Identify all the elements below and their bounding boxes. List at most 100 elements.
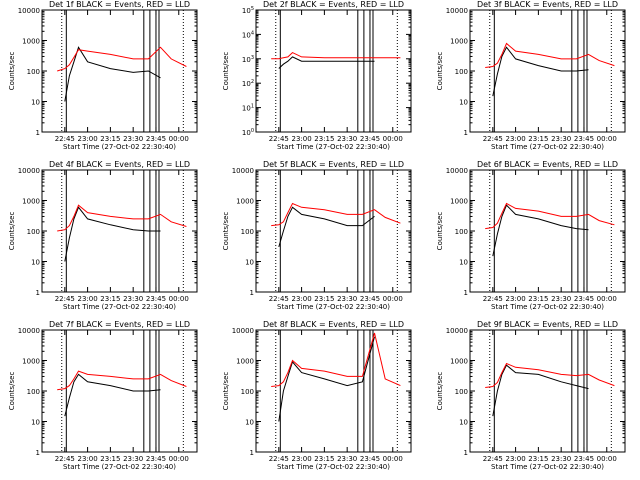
panel-1: Det 1f BLACK = Events, RED = LLD 1 10 100 10… xyxy=(8,0,198,151)
y-tick-exponent: 3 xyxy=(251,55,254,61)
panel-title: Det 8f BLACK = Events, RED = LLD xyxy=(263,320,404,329)
x-tick-label: 23:45 xyxy=(360,295,380,303)
x-tick-label: 00:00 xyxy=(597,135,617,143)
x-tick-label: 22:45 xyxy=(269,455,289,463)
panel-6: Det 6f BLACK = Events, RED = LLD 1 10 100 10… xyxy=(436,160,626,311)
x-tick-label: 00:00 xyxy=(169,135,189,143)
x-tick-label: 23:00 xyxy=(505,295,525,303)
x-tick-label: 23:15 xyxy=(314,135,334,143)
y-tick-base: 10 xyxy=(242,7,251,15)
y-axis-label: Counts/sec xyxy=(436,372,444,411)
panel-9: Det 9f BLACK = Events, RED = LLD 1 10 100 10… xyxy=(436,320,626,471)
y-tick-base: 10 xyxy=(242,56,251,64)
y-tick-label: 10 xyxy=(31,419,40,427)
x-tick-label: 22:45 xyxy=(55,135,75,143)
x-tick-label: 23:30 xyxy=(337,295,357,303)
x-tick-label: 23:15 xyxy=(314,455,334,463)
y-tick-label: 10 xyxy=(459,99,468,107)
x-tick-label: 23:30 xyxy=(123,295,143,303)
x-tick-label: 23:45 xyxy=(574,295,594,303)
lld-series-line xyxy=(485,202,615,230)
events-series-line xyxy=(278,336,375,422)
x-axis-label: Start Time (27-Oct-02 22:30:40) xyxy=(63,463,176,471)
x-tick-label: 00:00 xyxy=(597,455,617,463)
panel-2: Det 2f BLACK = Events, RED = LLD10010110… xyxy=(222,0,412,151)
x-tick-label: 23:00 xyxy=(77,455,97,463)
events-series-line xyxy=(64,373,161,417)
panel-title: Det 3f BLACK = Events, RED = LLD xyxy=(477,0,618,9)
x-tick-label: 00:00 xyxy=(169,295,189,303)
x-tick-label: 22:45 xyxy=(55,295,75,303)
events-series-line xyxy=(492,46,589,97)
x-axis-label: Start Time (27-Oct-02 22:30:40) xyxy=(277,463,390,471)
y-tick-label: 100 xyxy=(27,228,40,236)
panel-title: Det 4f BLACK = Events, RED = LLD xyxy=(49,160,190,169)
y-axis-label: Counts/sec xyxy=(8,372,16,411)
y-tick-label: 10000 xyxy=(446,327,468,335)
x-tick-label: 23:15 xyxy=(100,135,120,143)
lld-series-line xyxy=(57,204,187,232)
panel-title: Det 6f BLACK = Events, RED = LLD xyxy=(477,160,618,169)
x-tick-label: 22:45 xyxy=(483,455,503,463)
x-tick-label: 23:30 xyxy=(337,455,357,463)
y-tick-label: 100 xyxy=(27,68,40,76)
y-tick-label: 100 xyxy=(241,388,254,396)
y-tick-label: 1 xyxy=(36,289,40,297)
x-tick-label: 23:45 xyxy=(146,455,166,463)
x-tick-label: 23:30 xyxy=(123,135,143,143)
x-tick-label: 22:45 xyxy=(55,455,75,463)
x-tick-label: 23:15 xyxy=(100,295,120,303)
y-tick-label: 10000 xyxy=(232,167,254,175)
x-tick-label: 23:00 xyxy=(505,455,525,463)
x-tick-label: 23:30 xyxy=(551,135,571,143)
y-axis-label: Counts/sec xyxy=(436,52,444,91)
y-tick-label: 10000 xyxy=(446,167,468,175)
y-tick-label: 100 xyxy=(27,388,40,396)
y-tick-label: 10000 xyxy=(232,327,254,335)
events-series-line xyxy=(492,204,589,257)
events-series-line xyxy=(492,364,589,417)
y-tick-label: 101 xyxy=(242,104,254,113)
x-tick-label: 00:00 xyxy=(383,455,403,463)
plot-frame xyxy=(469,169,626,293)
x-tick-label: 23:00 xyxy=(291,455,311,463)
y-tick-label: 10000 xyxy=(18,167,40,175)
y-tick-exponent: 1 xyxy=(251,104,254,110)
panel-title: Det 5f BLACK = Events, RED = LLD xyxy=(263,160,404,169)
y-tick-base: 10 xyxy=(242,80,251,88)
y-tick-label: 10 xyxy=(31,99,40,107)
y-tick-label: 105 xyxy=(242,6,254,15)
y-tick-label: 100 xyxy=(455,228,468,236)
events-series-line xyxy=(278,56,375,69)
x-tick-label: 23:00 xyxy=(291,295,311,303)
y-tick-label: 1 xyxy=(250,289,254,297)
plot-frame xyxy=(41,329,198,453)
events-series-line xyxy=(278,206,375,248)
y-tick-label: 100 xyxy=(455,388,468,396)
x-axis-label: Start Time (27-Oct-02 22:30:40) xyxy=(491,303,604,311)
y-tick-label: 1 xyxy=(464,289,468,297)
y-tick-label: 100 xyxy=(241,228,254,236)
y-axis-label: Counts/sec xyxy=(436,212,444,251)
plot-frame xyxy=(255,329,412,453)
x-axis-label: Start Time (27-Oct-02 22:30:40) xyxy=(63,143,176,151)
y-tick-label: 104 xyxy=(242,30,254,39)
x-tick-label: 23:15 xyxy=(314,295,334,303)
y-tick-label: 1000 xyxy=(236,358,254,366)
lld-series-line xyxy=(57,46,187,72)
panel-8: Det 8f BLACK = Events, RED = LLD 1 10 100 10… xyxy=(222,320,412,471)
lld-series-line xyxy=(485,362,615,388)
x-tick-label: 23:00 xyxy=(77,295,97,303)
x-tick-label: 23:30 xyxy=(551,295,571,303)
x-tick-label: 00:00 xyxy=(383,295,403,303)
y-tick-base: 10 xyxy=(242,31,251,39)
y-axis-label: Counts/sec xyxy=(222,372,230,411)
x-tick-label: 23:45 xyxy=(360,135,380,143)
x-tick-label: 23:45 xyxy=(360,455,380,463)
x-axis-label: Start Time (27-Oct-02 22:30:40) xyxy=(277,143,390,151)
panel-7: Det 7f BLACK = Events, RED = LLD 1 10 100 10… xyxy=(8,320,198,471)
x-tick-label: 23:15 xyxy=(528,295,548,303)
x-tick-label: 23:45 xyxy=(146,135,166,143)
y-tick-exponent: 2 xyxy=(251,79,254,85)
